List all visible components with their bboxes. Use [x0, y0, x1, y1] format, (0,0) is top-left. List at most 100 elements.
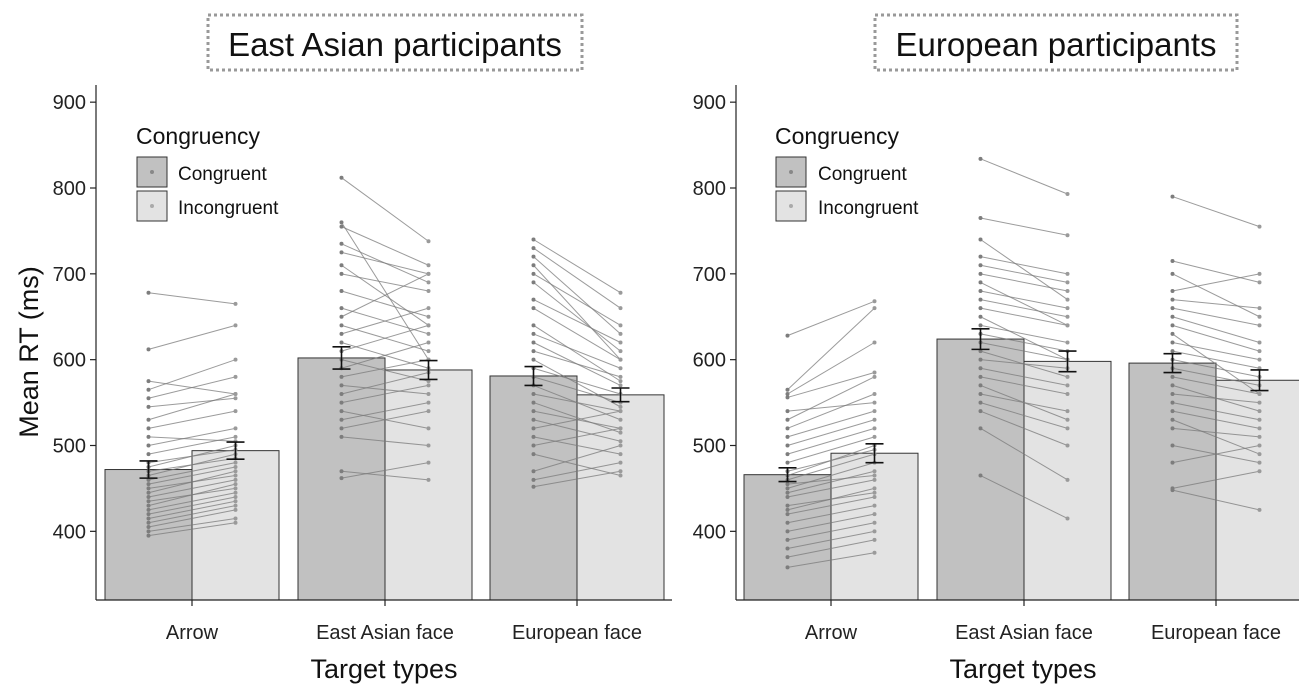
x-tick-label: East Asian face [316, 622, 454, 644]
participant-point-incongruent [233, 469, 238, 474]
participant-point-incongruent [426, 289, 431, 293]
participant-point-incongruent [618, 469, 623, 474]
legend: Congruency Congruent Incongruent [775, 123, 919, 222]
y-tick-label: 700 [53, 264, 86, 286]
participant-point-incongruent [233, 499, 238, 504]
participant-point-congruent [978, 357, 983, 362]
participant-point-congruent [978, 383, 983, 388]
participant-line [341, 264, 429, 326]
participant-point-incongruent [872, 503, 877, 508]
participant-point-incongruent [872, 426, 877, 431]
participant-point-congruent [531, 477, 536, 482]
participant-point-congruent [339, 271, 344, 276]
panel-title: European participants [895, 26, 1216, 63]
participant-line [787, 393, 875, 429]
participant-point-congruent [978, 271, 983, 276]
participant-point-congruent [339, 250, 344, 255]
participant-line [148, 457, 236, 472]
participant-point-incongruent [872, 340, 877, 345]
participant-point-congruent [785, 512, 790, 517]
panel-title-box [873, 13, 1239, 72]
participant-line [148, 487, 236, 502]
participant-point-congruent [339, 306, 344, 311]
participant-point-congruent [1170, 426, 1175, 431]
participant-line [341, 372, 429, 395]
participant-point-congruent [531, 323, 536, 328]
participant-line [341, 384, 429, 404]
participant-point-incongruent [872, 417, 877, 422]
participant-point-congruent [785, 482, 790, 487]
participant-point-congruent [978, 409, 983, 414]
participant-point-incongruent [233, 434, 238, 439]
bar-incongruent [830, 452, 919, 601]
participant-point-incongruent [618, 366, 623, 371]
participant-point-congruent [146, 507, 151, 512]
participant-point-congruent [785, 546, 790, 551]
participant-point-incongruent [618, 383, 623, 388]
participant-point-congruent [531, 263, 536, 268]
participant-point-incongruent [872, 392, 877, 396]
participant-point-congruent [339, 476, 344, 481]
participant-point-congruent [531, 280, 536, 285]
participant-line [980, 217, 1068, 236]
participant-point-incongruent [233, 374, 238, 379]
participant-line [980, 316, 1068, 361]
participant-line [341, 359, 429, 378]
participant-point-congruent [978, 156, 983, 161]
participant-point-incongruent [872, 409, 877, 414]
participant-line [148, 427, 236, 446]
legend-title: Congruency [775, 123, 900, 149]
participant-point-incongruent [233, 503, 238, 508]
participant-line [787, 342, 875, 395]
participant-point-congruent [785, 434, 790, 439]
participant-point-congruent [978, 297, 983, 302]
participant-point-incongruent [426, 280, 431, 285]
participant-line [980, 299, 1068, 318]
participant-point-incongruent [618, 374, 623, 379]
participant-point-congruent [339, 241, 344, 246]
participant-line [341, 307, 429, 335]
participant-line [1172, 445, 1260, 464]
participant-point-incongruent [233, 392, 238, 396]
participant-line [980, 475, 1068, 519]
participant-point-incongruent [1065, 374, 1070, 379]
participant-line [341, 290, 429, 318]
participant-point-incongruent [872, 486, 877, 491]
participant-point-congruent [339, 323, 344, 328]
participant-line [787, 496, 875, 515]
participant-line [980, 307, 1068, 326]
participant-line [341, 470, 429, 481]
participant-point-congruent [978, 473, 983, 478]
participant-point-congruent [785, 387, 790, 392]
participant-point-congruent [146, 533, 151, 538]
participant-point-incongruent [426, 314, 431, 319]
participant-point-congruent [339, 383, 344, 388]
participant-line [980, 158, 1068, 195]
participant-point-congruent [785, 555, 790, 560]
participant-point-congruent [785, 443, 790, 448]
y-tick-label: 600 [53, 350, 86, 372]
participant-point-incongruent [1065, 409, 1070, 414]
participant-point-incongruent [618, 452, 623, 457]
participant-line [1172, 299, 1260, 309]
participant-point-congruent [339, 409, 344, 414]
participant-point-congruent [1170, 306, 1175, 311]
participant-point-incongruent [1257, 460, 1262, 465]
participant-line [1172, 342, 1260, 361]
participant-line [980, 324, 1068, 343]
participant-point-congruent [1170, 400, 1175, 405]
participant-point-congruent [978, 323, 983, 328]
participant-point-congruent [146, 387, 151, 392]
y-tick-label: 500 [53, 436, 86, 458]
participant-point-incongruent [618, 443, 623, 448]
participant-line [148, 359, 236, 391]
participant-point-incongruent [1257, 469, 1262, 474]
participant-point-congruent [785, 486, 790, 491]
participant-point-incongruent [1257, 280, 1262, 285]
participant-point-incongruent [1065, 306, 1070, 311]
participant-point-incongruent [233, 477, 238, 482]
participant-line [533, 239, 621, 294]
participant-point-congruent [531, 426, 536, 431]
participant-line [148, 397, 236, 408]
participant-line [787, 402, 875, 412]
